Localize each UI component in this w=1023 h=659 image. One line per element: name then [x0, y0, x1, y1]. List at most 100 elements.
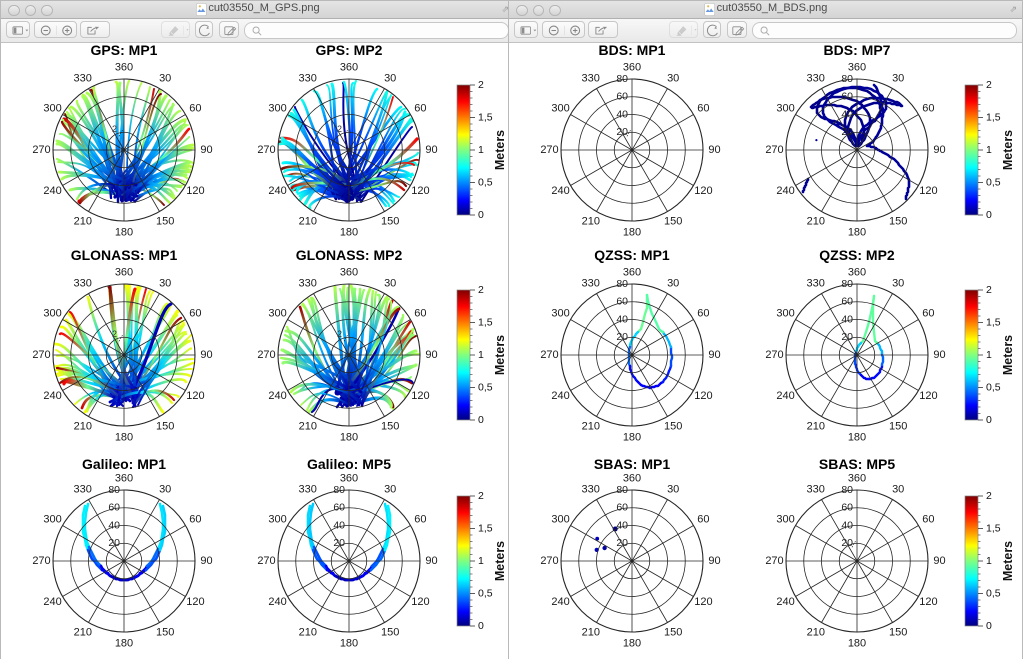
- svg-text:30: 30: [159, 278, 171, 290]
- svg-text:40: 40: [616, 519, 628, 531]
- svg-text:120: 120: [694, 596, 712, 608]
- svg-text:Meters: Meters: [493, 335, 507, 375]
- svg-text:30: 30: [384, 73, 396, 85]
- svg-text:0: 0: [478, 414, 484, 426]
- svg-text:BDS: MP7: BDS: MP7: [824, 43, 891, 58]
- svg-text:40: 40: [841, 108, 853, 120]
- svg-text:300: 300: [43, 514, 61, 526]
- svg-text:80: 80: [841, 278, 853, 290]
- svg-text:80: 80: [616, 73, 628, 85]
- svg-text:240: 240: [43, 390, 61, 402]
- svg-text:120: 120: [694, 390, 712, 402]
- svg-text:60: 60: [414, 308, 426, 320]
- svg-text:210: 210: [299, 626, 317, 638]
- svg-text:360: 360: [115, 61, 133, 73]
- svg-text:20: 20: [333, 537, 345, 549]
- svg-text:60: 60: [922, 308, 934, 320]
- svg-text:2: 2: [986, 284, 992, 296]
- svg-text:150: 150: [156, 626, 174, 638]
- svg-text:2: 2: [112, 329, 117, 339]
- svg-text:180: 180: [115, 637, 133, 649]
- svg-text:Meters: Meters: [1001, 130, 1015, 170]
- svg-text:20: 20: [616, 126, 628, 138]
- svg-text:150: 150: [889, 626, 907, 638]
- svg-text:180: 180: [115, 431, 133, 443]
- svg-text:0: 0: [478, 620, 484, 632]
- svg-text:60: 60: [697, 103, 709, 115]
- svg-text:1: 1: [986, 349, 992, 361]
- svg-text:120: 120: [411, 185, 429, 197]
- svg-text:0,5: 0,5: [478, 381, 493, 393]
- svg-text:30: 30: [667, 484, 679, 496]
- svg-text:60: 60: [108, 502, 120, 514]
- svg-text:90: 90: [708, 555, 720, 567]
- svg-text:300: 300: [43, 103, 61, 115]
- svg-text:210: 210: [74, 420, 92, 432]
- svg-text:180: 180: [623, 431, 641, 443]
- svg-text:210: 210: [299, 420, 317, 432]
- svg-text:180: 180: [340, 431, 358, 443]
- svg-text:0: 0: [478, 209, 484, 221]
- svg-text:90: 90: [708, 144, 720, 156]
- svg-text:330: 330: [74, 73, 92, 85]
- svg-text:300: 300: [551, 514, 569, 526]
- svg-text:270: 270: [257, 349, 275, 361]
- svg-text:0: 0: [986, 414, 992, 426]
- svg-text:40: 40: [108, 519, 120, 531]
- svg-text:0,5: 0,5: [986, 381, 1001, 393]
- svg-text:SBAS: MP5: SBAS: MP5: [819, 456, 895, 472]
- svg-text:Galileo: MP5: Galileo: MP5: [307, 456, 391, 472]
- svg-text:60: 60: [333, 502, 345, 514]
- svg-text:20: 20: [616, 331, 628, 343]
- svg-text:240: 240: [43, 185, 61, 197]
- svg-text:0,5: 0,5: [478, 587, 493, 599]
- svg-text:300: 300: [776, 308, 794, 320]
- svg-text:240: 240: [776, 596, 794, 608]
- svg-text:240: 240: [551, 596, 569, 608]
- svg-text:240: 240: [43, 596, 61, 608]
- svg-text:80: 80: [841, 73, 853, 85]
- svg-text:270: 270: [765, 349, 783, 361]
- svg-text:Meters: Meters: [493, 130, 507, 170]
- svg-text:270: 270: [540, 349, 558, 361]
- svg-text:180: 180: [623, 226, 641, 238]
- svg-text:2: 2: [337, 124, 342, 134]
- svg-text:300: 300: [776, 103, 794, 115]
- svg-text:210: 210: [807, 420, 825, 432]
- svg-text:1,5: 1,5: [478, 522, 493, 534]
- svg-text:360: 360: [848, 472, 866, 484]
- svg-text:30: 30: [892, 484, 904, 496]
- svg-text:150: 150: [381, 215, 399, 227]
- svg-text:210: 210: [582, 420, 600, 432]
- svg-text:1,5: 1,5: [986, 522, 1001, 534]
- svg-text:120: 120: [411, 390, 429, 402]
- svg-text:210: 210: [807, 215, 825, 227]
- svg-text:330: 330: [74, 278, 92, 290]
- svg-text:120: 120: [411, 596, 429, 608]
- svg-text:40: 40: [333, 519, 345, 531]
- svg-text:150: 150: [664, 215, 682, 227]
- svg-text:180: 180: [623, 637, 641, 649]
- svg-text:1: 1: [478, 349, 484, 361]
- svg-text:240: 240: [268, 390, 286, 402]
- svg-text:1,5: 1,5: [478, 316, 493, 328]
- svg-text:270: 270: [540, 144, 558, 156]
- svg-text:150: 150: [381, 420, 399, 432]
- svg-text:60: 60: [616, 91, 628, 103]
- svg-text:0: 0: [986, 209, 992, 221]
- svg-text:60: 60: [189, 103, 201, 115]
- svg-text:180: 180: [340, 637, 358, 649]
- svg-text:0,5: 0,5: [986, 176, 1001, 188]
- svg-text:270: 270: [257, 555, 275, 567]
- svg-text:180: 180: [340, 226, 358, 238]
- svg-text:30: 30: [159, 73, 171, 85]
- svg-text:300: 300: [268, 308, 286, 320]
- svg-text:300: 300: [551, 103, 569, 115]
- svg-text:180: 180: [115, 226, 133, 238]
- svg-text:60: 60: [922, 103, 934, 115]
- svg-text:90: 90: [933, 555, 945, 567]
- svg-text:60: 60: [841, 91, 853, 103]
- svg-text:210: 210: [582, 215, 600, 227]
- svg-text:330: 330: [299, 73, 317, 85]
- svg-text:60: 60: [189, 514, 201, 526]
